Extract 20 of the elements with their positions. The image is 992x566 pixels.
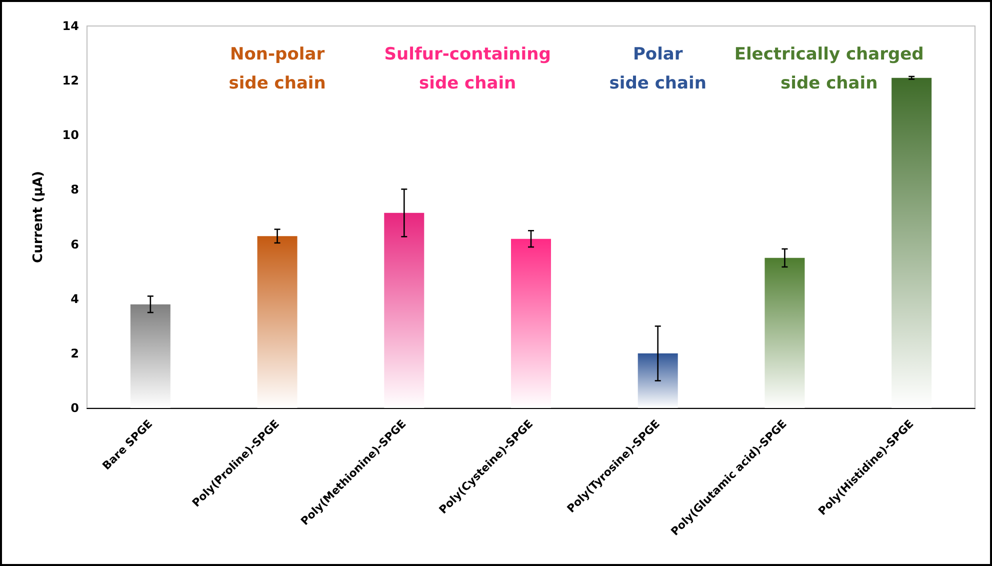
y-tick-label: 14	[62, 19, 79, 33]
y-axis-title: Current (μA)	[31, 171, 46, 263]
y-tick-label: 6	[70, 237, 79, 252]
y-tick-label: 12	[62, 74, 79, 88]
annotation: Non-polar side chain	[228, 44, 326, 94]
bar	[638, 353, 678, 408]
annotation: Electrically charged side chain	[734, 44, 924, 94]
bar	[130, 304, 170, 408]
y-tick-label: 2	[70, 346, 79, 360]
bar	[764, 258, 805, 408]
bar	[384, 212, 424, 408]
y-tick-label: 8	[70, 182, 79, 197]
y-tick-label: 10	[62, 128, 79, 142]
y-tick-label: 4	[70, 292, 79, 306]
annotation: Sulfur-containing side chain	[384, 44, 551, 94]
bar	[511, 238, 551, 408]
bar	[892, 78, 932, 408]
annotation: Polar side chain	[609, 44, 706, 94]
y-tick-label: 0	[70, 401, 79, 415]
bar	[257, 236, 298, 408]
